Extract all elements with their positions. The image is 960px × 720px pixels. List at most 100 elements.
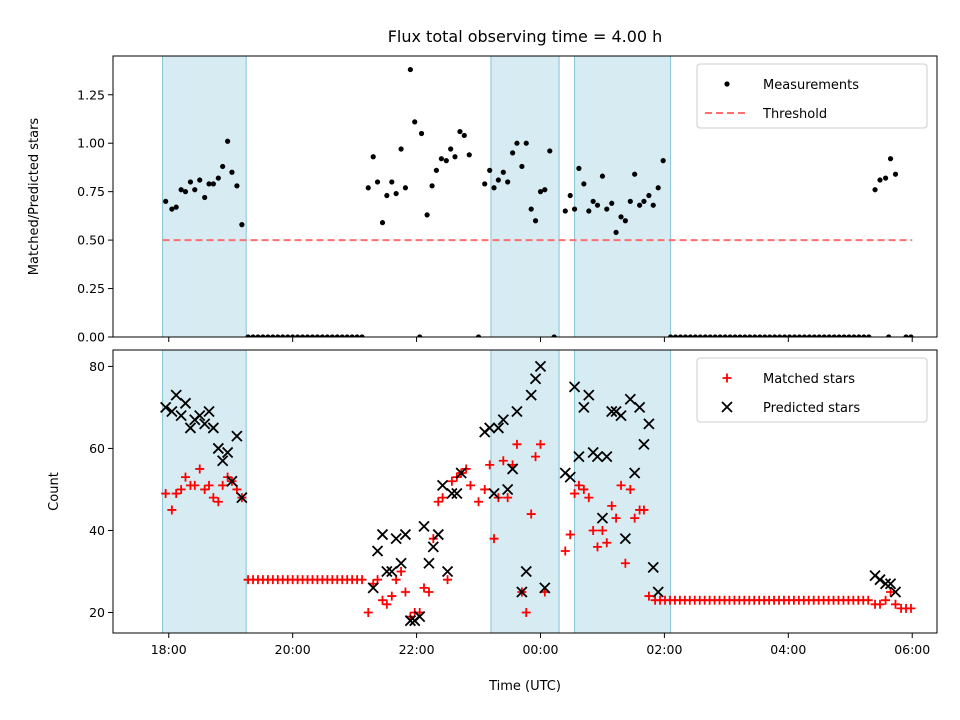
measurement-point xyxy=(500,169,506,175)
measurement-point xyxy=(379,220,386,226)
predicted-star-point xyxy=(534,360,547,373)
axes-frame xyxy=(112,349,938,634)
predicted-star-point xyxy=(395,557,407,569)
measurement-point xyxy=(687,334,694,337)
measurement-point xyxy=(551,334,557,337)
measurement-point xyxy=(285,334,291,337)
x-tick-label: 22:00 xyxy=(399,642,435,657)
predicted-star-point xyxy=(615,409,627,422)
measurement-point xyxy=(604,206,610,212)
matched-star-point xyxy=(597,525,607,535)
measurement-point xyxy=(637,202,643,208)
measurement-point xyxy=(443,158,449,164)
predicted-star-point xyxy=(539,582,551,594)
measurement-point xyxy=(270,334,276,337)
predicted-star-point xyxy=(525,389,537,401)
measurement-point xyxy=(349,334,355,337)
predicted-star-point xyxy=(432,528,444,541)
measurement-point xyxy=(412,119,418,125)
measurement-point xyxy=(229,169,235,175)
measurement-point xyxy=(866,334,872,337)
matched-star-point xyxy=(232,484,242,494)
measurement-point xyxy=(324,334,330,337)
measurement-point xyxy=(487,167,493,173)
matched-star-point xyxy=(161,489,171,499)
matched-star-point xyxy=(195,464,205,474)
matched-star-point xyxy=(584,493,594,503)
measurement-point xyxy=(861,334,867,337)
measurement-point xyxy=(672,334,679,337)
predicted-star-point xyxy=(596,512,609,524)
measurement-point xyxy=(622,218,628,224)
legend-label: Matched stars xyxy=(763,372,855,387)
measurement-point xyxy=(590,198,596,204)
predicted-star-point xyxy=(564,471,576,483)
measurement-point xyxy=(841,334,847,337)
y-tick-label: 0.75 xyxy=(77,184,105,199)
measurement-point xyxy=(562,208,568,214)
y-tick-label: 1.25 xyxy=(77,87,105,102)
matched-star-point xyxy=(890,599,900,609)
predicted-star-point xyxy=(568,381,581,393)
measurement-point xyxy=(692,334,698,337)
matched-star-point xyxy=(602,538,612,548)
predicted-star-point xyxy=(399,528,412,541)
measurement-point xyxy=(537,189,544,195)
x-tick-label: 04:00 xyxy=(770,642,806,657)
measurement-point xyxy=(457,128,463,135)
predicted-star-point xyxy=(221,446,234,459)
matched-star-point xyxy=(588,525,598,535)
measurement-point xyxy=(438,156,444,162)
measurement-point xyxy=(702,334,708,337)
measurement-point xyxy=(801,334,808,337)
measurement-point xyxy=(532,218,539,224)
measurement-point xyxy=(821,334,827,337)
measurement-point xyxy=(295,334,301,337)
measurement-point xyxy=(393,190,399,197)
plot-area xyxy=(160,350,916,633)
predicted-star-point xyxy=(578,401,590,414)
matched-star-point xyxy=(863,595,873,605)
measurement-point xyxy=(359,334,365,337)
measurement-point xyxy=(816,334,822,337)
matched-star-point xyxy=(611,513,621,523)
matched-star-point xyxy=(447,476,457,486)
measurement-point xyxy=(836,334,842,337)
measurement-point xyxy=(712,334,718,337)
measurement-point xyxy=(613,229,619,235)
measurement-point xyxy=(234,183,240,189)
predicted-star-point xyxy=(497,414,509,426)
matched-star-point xyxy=(570,489,580,499)
measurement-point xyxy=(903,334,909,337)
matched-star-point xyxy=(565,530,575,540)
measurement-point xyxy=(309,334,316,337)
measurement-point xyxy=(806,334,812,337)
measurement-point xyxy=(846,334,852,337)
measurement-point xyxy=(547,148,553,154)
measurement-point xyxy=(169,206,175,212)
measurement-point xyxy=(772,334,778,337)
predicted-star-point xyxy=(194,409,206,422)
predicted-star-point xyxy=(638,438,650,450)
measurement-point xyxy=(567,192,573,199)
measurement-point xyxy=(519,163,525,170)
predicted-star-point xyxy=(583,389,595,401)
matched-star-point xyxy=(503,493,513,503)
measurement-point xyxy=(202,194,208,201)
measurement-point xyxy=(384,192,390,199)
measurement-point xyxy=(762,334,768,337)
legend-box xyxy=(696,357,928,423)
matched-star-point xyxy=(639,505,649,515)
predicted-star-point xyxy=(511,405,523,418)
matched-star-point xyxy=(167,505,177,515)
measurement-point xyxy=(576,165,582,171)
predicted-star-point xyxy=(376,528,389,541)
measurement-point xyxy=(514,140,520,146)
matched-star-point xyxy=(204,480,214,490)
measurement-point xyxy=(581,181,587,187)
matched-star-point xyxy=(875,599,885,609)
legend-box xyxy=(696,63,928,129)
measurement-point xyxy=(461,132,467,139)
predicted-star-point xyxy=(492,422,504,434)
matched-star-point xyxy=(424,587,434,597)
